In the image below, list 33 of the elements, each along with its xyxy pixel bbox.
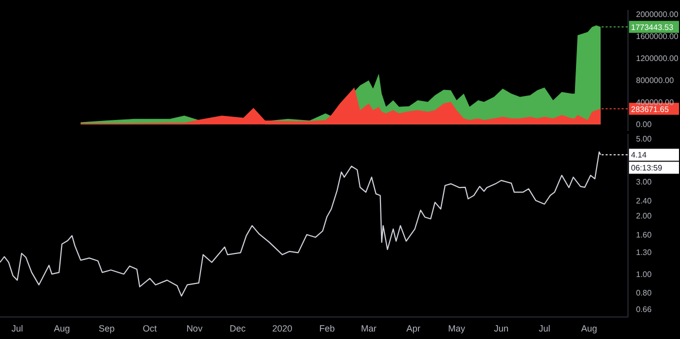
y-tick-label: 800000.00 xyxy=(636,76,674,86)
y-tick-label: 1.60 xyxy=(636,230,652,240)
x-tick-label: Oct xyxy=(142,323,158,334)
y-tick-label: 1.00 xyxy=(636,270,652,279)
y-tick-label: 1200000.00 xyxy=(636,54,679,64)
y-tick-label: 1600000.00 xyxy=(636,32,679,42)
line-series xyxy=(0,151,602,297)
x-tick-label: Aug xyxy=(581,323,598,334)
y-tick-label: 2000000.00 xyxy=(636,10,679,20)
y-tick-label: 0.00 xyxy=(636,120,652,130)
y-tick-label: 0.66 xyxy=(636,304,652,314)
y-tick-label: 0.80 xyxy=(636,288,652,298)
x-tick-label: Jul xyxy=(538,323,550,334)
y-tick-label: 1.30 xyxy=(636,248,652,257)
x-tick-label: Jun xyxy=(494,323,509,334)
x-tick-label: 2020 xyxy=(272,323,292,334)
data-label: 283671.65 xyxy=(631,104,670,114)
x-tick-label: May xyxy=(448,323,466,334)
annotation: 06:13:59 xyxy=(631,164,663,173)
x-tick-label: Feb xyxy=(319,323,335,334)
y-tick-label: 2.40 xyxy=(636,196,652,206)
y-tick-label: 5.00 xyxy=(636,134,652,144)
data-label: 4.14 xyxy=(631,150,648,160)
x-tick-label: Aug xyxy=(54,323,70,334)
y-tick-label: 3.00 xyxy=(636,178,652,187)
x-tick-label: Apr xyxy=(406,323,420,334)
data-label: 1773443.53 xyxy=(631,22,674,32)
y-tick-label: 2.00 xyxy=(636,212,652,221)
x-tick-label: Dec xyxy=(230,323,246,334)
x-tick-label: Jul xyxy=(12,323,24,334)
x-tick-label: Mar xyxy=(360,323,376,334)
x-tick-label: Sep xyxy=(98,323,115,334)
x-tick-label: Nov xyxy=(186,323,203,334)
